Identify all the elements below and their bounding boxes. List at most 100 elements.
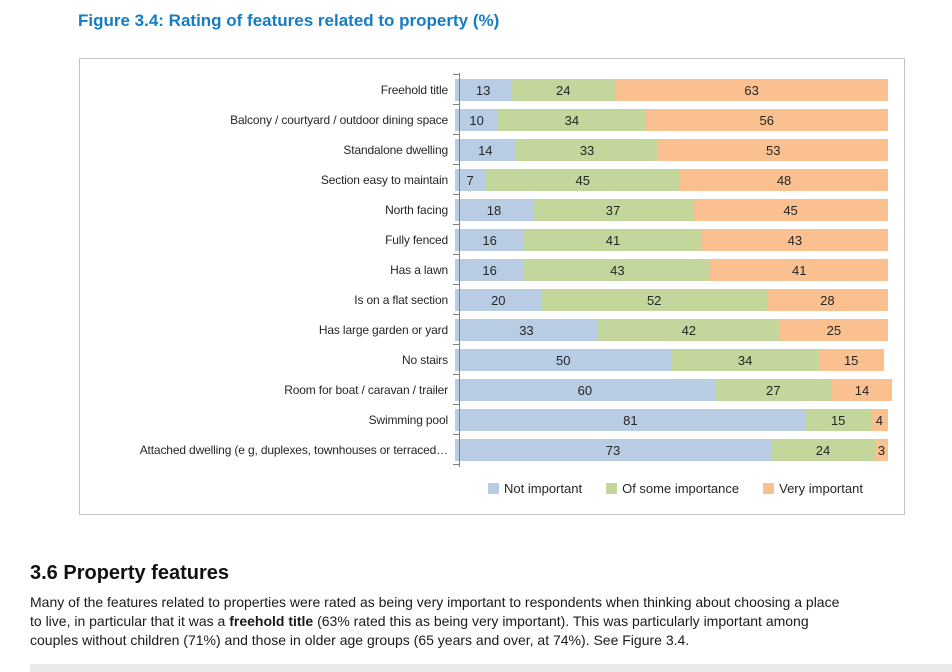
bar-segment: 48	[680, 169, 888, 191]
bar-value-label: 41	[605, 232, 621, 248]
category-label: Standalone dwelling	[343, 143, 448, 157]
bar-row: Balcony / courtyard / outdoor dining spa…	[84, 105, 904, 135]
bar-value-label: 28	[820, 292, 835, 308]
bar-value-label: 10	[469, 112, 484, 128]
section-heading: 3.6 Property features	[30, 562, 229, 584]
bar-value-label: 33	[579, 142, 595, 158]
bar-segment: 25	[779, 319, 888, 341]
legend-label: Not important	[504, 481, 583, 496]
category-label: Room for boat / caravan / trailer	[284, 383, 448, 397]
paragraph-text-start: Many of the features related to properti…	[30, 594, 840, 629]
bar-segment: 60	[455, 379, 715, 401]
bar-segment: 24	[771, 439, 875, 461]
bar-segment: 15	[805, 409, 871, 431]
category-label: Freehold title	[380, 83, 448, 97]
bar-segment: 28	[766, 289, 888, 311]
category-label: No stairs	[402, 353, 448, 367]
bar-value-label: 25	[826, 322, 842, 338]
bar-segment: 37	[532, 199, 694, 221]
legend-item: Very important	[763, 481, 863, 496]
stacked-bar: 73 24 3	[455, 439, 888, 461]
chart-plot-area: Freehold title 13 24 63 Balcony / courtyard …	[84, 73, 904, 467]
bar-segment: 34	[498, 109, 646, 131]
bar-segment: 18	[455, 199, 533, 221]
chart-legend: Not important Of some importance Very impo…	[459, 481, 892, 496]
legend-label: Very important	[779, 481, 863, 496]
category-label: Fully fenced	[385, 233, 448, 247]
legend-swatch-icon	[606, 483, 618, 494]
stacked-bar: 10 34 56	[455, 109, 888, 131]
legend-item: Of some importance	[606, 481, 739, 496]
bar-value-label: 52	[646, 292, 662, 308]
bar-value-label: 48	[776, 172, 792, 188]
axis-tick	[453, 434, 460, 435]
body-paragraph: Many of the features related to properti…	[30, 593, 845, 650]
bar-segment: 16	[455, 259, 525, 281]
bar-row: Standalone dwelling 14 33 53	[84, 135, 904, 165]
bar-segment: 45	[485, 169, 681, 191]
bar-value-label: 14	[478, 142, 493, 158]
figure-title: Figure 3.4: Rating of features related t…	[78, 11, 500, 30]
bar-value-label: 34	[564, 112, 580, 128]
bar-segment: 56	[645, 109, 888, 131]
bar-segment: 33	[515, 139, 659, 161]
stacked-bar: 7 45 48	[455, 169, 888, 191]
axis-tick	[453, 224, 460, 225]
bar-value-label: 3	[877, 442, 886, 458]
stacked-bar: 16 41 43	[455, 229, 888, 251]
category-label: Has large garden or yard	[318, 323, 448, 337]
bar-row: No stairs 50 34 15	[84, 345, 904, 375]
paragraph-text-end: (63% rated this as being very important)…	[30, 613, 809, 648]
legend-swatch-icon	[763, 483, 775, 494]
bar-segment: 7	[455, 169, 486, 191]
bar-row: Has a lawn 16 43 41	[84, 255, 904, 285]
bar-value-label: 16	[482, 232, 497, 248]
bar-segment: 14	[455, 139, 516, 161]
bar-segment: 42	[597, 319, 780, 341]
bar-segment: 63	[615, 79, 888, 101]
bar-segment: 27	[714, 379, 832, 401]
bar-value-label: 43	[787, 232, 803, 248]
bar-value-label: 37	[605, 202, 621, 218]
category-label: Swimming pool	[368, 413, 449, 427]
bar-value-label: 7	[466, 172, 474, 188]
stacked-bar: 50 34 15	[455, 349, 888, 371]
bar-value-label: 20	[491, 292, 506, 308]
category-label: North facing	[385, 203, 448, 217]
axis-tick	[453, 284, 460, 285]
category-label: Is on a flat section	[354, 293, 448, 307]
bar-value-label: 13	[475, 82, 491, 98]
bar-value-label: 16	[482, 262, 497, 278]
bar-segment: 4	[870, 409, 888, 431]
axis-tick	[453, 464, 460, 465]
bar-row: Is on a flat section 20 52 28	[84, 285, 904, 315]
legend-label: Of some importance	[622, 481, 740, 496]
bar-value-label: 34	[737, 352, 753, 368]
category-label: Section easy to maintain	[320, 173, 448, 187]
axis-tick	[453, 374, 460, 375]
bar-row: Section easy to maintain 7 45 48	[84, 165, 904, 195]
bar-value-label: 33	[519, 322, 534, 338]
bar-row: Has large garden or yard 33 42 25	[84, 315, 904, 345]
bar-row: Attached dwelling (e g, duplexes, townho…	[84, 435, 904, 465]
stacked-bar: 18 37 45	[455, 199, 888, 221]
bar-segment: 13	[455, 79, 512, 101]
bar-value-label: 81	[623, 412, 638, 428]
bar-segment: 81	[455, 409, 806, 431]
bar-segment: 53	[658, 139, 888, 161]
bar-row: Swimming pool 81 15 4	[84, 405, 904, 435]
category-axis-line	[459, 73, 460, 467]
bar-value-label: 27	[766, 382, 781, 398]
bar-segment: 50	[455, 349, 672, 371]
bar-segment: 24	[511, 79, 616, 101]
paragraph-bold-phrase: freehold title	[229, 613, 314, 629]
axis-tick	[453, 314, 460, 315]
bar-segment: 3	[874, 439, 888, 461]
bar-segment: 33	[455, 319, 598, 341]
bar-value-label: 15	[830, 412, 846, 428]
bar-value-label: 45	[575, 172, 590, 188]
chart-container: Freehold title 13 24 63 Balcony / courtyard …	[79, 58, 905, 515]
bar-value-label: 63	[744, 82, 759, 98]
axis-tick	[453, 74, 460, 75]
